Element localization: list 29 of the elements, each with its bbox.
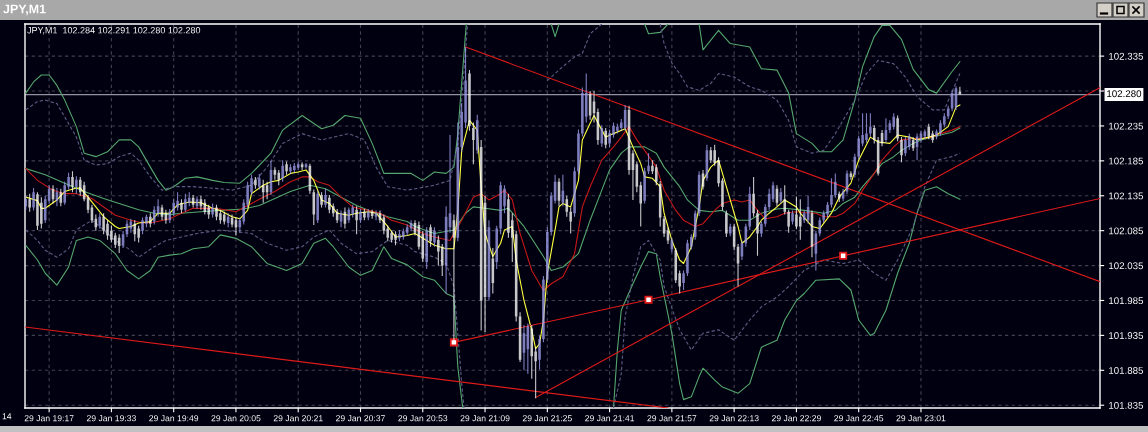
x-tick-label: 29 Jan 21:41: [585, 415, 635, 422]
y-tick-label: 101.885: [1109, 367, 1144, 374]
chart-subtitle: JPY,M1 102.284 102.291 102.280 102.280: [27, 27, 201, 35]
x-tick-label: 29 Jan 20:37: [336, 415, 385, 422]
y-tick-label: 102.085: [1109, 227, 1144, 235]
y-tick-label: 102.185: [1109, 157, 1144, 165]
x-tick-label: 29 Jan 19:17: [24, 415, 74, 422]
ref-line-label: 102.280: [1107, 90, 1142, 98]
y-tick-label: 102.035: [1109, 262, 1144, 270]
y-tick-label: 101.985: [1109, 297, 1144, 305]
y-tick-label: 101.935: [1109, 332, 1144, 340]
y-tick-label: 101.835: [1109, 401, 1144, 409]
text: 14: [2, 413, 12, 420]
y-tick-label: 102.335: [1109, 52, 1144, 60]
x-tick-label: 29 Jan 22:29: [771, 415, 821, 422]
x-tick-label: 29 Jan 21:25: [522, 415, 572, 422]
x-tick-label: 29 Jan 21:09: [460, 415, 510, 422]
x-tick-label: 29 Jan 19:33: [86, 415, 136, 422]
x-tick-label: 29 Jan 20:53: [398, 415, 448, 422]
x-tick-label: 29 Jan 21:57: [647, 415, 697, 422]
x-tick-label: 29 Jan 22:13: [709, 415, 759, 422]
x-tick-label: 29 Jan 20:05: [211, 415, 261, 422]
x-tick-label: 29 Jan 22:45: [834, 415, 884, 422]
chart-title: JPY,M1: [3, 4, 46, 16]
x-tick-label: 29 Jan 20:21: [273, 415, 323, 422]
y-tick-label: 102.135: [1109, 192, 1144, 200]
y-tick-label: 102.235: [1109, 122, 1144, 130]
x-tick-label: 29 Jan 19:49: [149, 415, 199, 422]
x-tick-label: 29 Jan 23:01: [896, 415, 946, 422]
